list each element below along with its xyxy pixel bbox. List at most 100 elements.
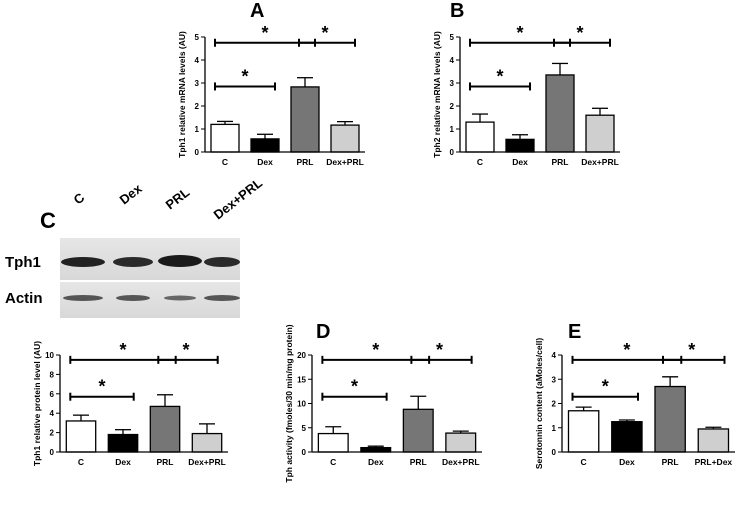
- panel-letter: B: [450, 0, 464, 22]
- x-tick-label: C: [330, 457, 336, 467]
- bar: [445, 432, 477, 453]
- y-axis-label: Tph2 relative mRNA levels (AU): [432, 31, 442, 158]
- blot-band: [113, 257, 153, 267]
- bar: [654, 385, 686, 453]
- lane-label: Dex: [117, 180, 146, 207]
- blot-band: [164, 295, 196, 301]
- significance-star: *: [576, 23, 583, 43]
- y-tick-label: 2: [50, 429, 55, 438]
- y-tick-label: 1: [450, 125, 455, 134]
- x-tick-label: Dex+PRL: [581, 157, 619, 167]
- y-tick-label: 4: [50, 409, 55, 418]
- y-axis-label: Tph1 relative mRNA levels (AU): [177, 31, 187, 158]
- y-tick-label: 10: [45, 351, 54, 360]
- blot-band: [158, 255, 202, 267]
- blot-band: [204, 295, 240, 301]
- significance-star: *: [98, 377, 105, 397]
- x-tick-label: PRL: [157, 457, 174, 467]
- significance-star: *: [351, 377, 358, 397]
- bar-chart: E Serotonnin content (aMoles/cell) 0 1 2 3 4 C D…: [534, 321, 735, 469]
- y-tick-label: 4: [552, 351, 557, 360]
- significance-star: *: [372, 340, 379, 360]
- y-tick-label: 5: [450, 33, 455, 42]
- bar: [465, 121, 495, 153]
- y-tick-label: 0: [195, 148, 200, 157]
- bar: [330, 124, 360, 153]
- bar: [567, 410, 600, 453]
- y-tick-label: 6: [50, 390, 55, 399]
- bar: [697, 428, 730, 453]
- bar: [402, 408, 434, 453]
- panel-letter: D: [316, 321, 330, 343]
- bar-chart: Tph1 relative protein level (AU) 0 2 4 6 8 10 C…: [32, 340, 228, 467]
- y-tick-label: 1: [195, 125, 200, 134]
- lane-label: PRL: [163, 185, 193, 213]
- row-label: Tph1: [5, 254, 41, 271]
- bar: [65, 420, 97, 453]
- x-tick-label: Dex: [368, 457, 384, 467]
- x-tick-label: C: [222, 157, 228, 167]
- bar: [210, 123, 240, 153]
- y-tick-label: 0: [450, 148, 455, 157]
- y-tick-label: 4: [450, 56, 455, 65]
- panel-letter: C: [40, 208, 56, 233]
- significance-star: *: [623, 340, 630, 360]
- y-tick-label: 3: [552, 375, 557, 384]
- x-tick-label: Dex: [619, 457, 635, 467]
- significance-star: *: [182, 340, 189, 360]
- x-tick-label: Dex: [115, 457, 131, 467]
- lane-label: Dex+PRL: [211, 175, 266, 222]
- bar-chart: B Tph2 relative mRNA levels (AU) 0 1 2 3 4 5 C De…: [432, 0, 620, 167]
- blot-band: [116, 295, 150, 301]
- y-tick-label: 5: [302, 424, 307, 433]
- x-tick-label: Dex: [257, 157, 273, 167]
- y-tick-label: 10: [297, 400, 306, 409]
- bar: [611, 421, 643, 453]
- x-tick-label: C: [477, 157, 483, 167]
- x-tick-label: C: [78, 457, 84, 467]
- bar-chart: D Tph activity (fmoles/30 min/mg protein)…: [284, 321, 482, 483]
- x-tick-label: PRL: [410, 457, 427, 467]
- significance-star: *: [321, 23, 328, 43]
- x-tick-label: Dex+PRL: [326, 157, 364, 167]
- bar: [317, 432, 349, 453]
- x-tick-label: Dex: [512, 157, 528, 167]
- bar: [545, 74, 575, 153]
- y-tick-label: 3: [195, 79, 200, 88]
- significance-star: *: [688, 340, 695, 360]
- y-tick-label: 2: [552, 400, 557, 409]
- bar-chart: A Tph1 relative mRNA levels (AU) 0 1 2 3 4 5 C De…: [177, 0, 365, 167]
- y-tick-label: 0: [552, 448, 557, 457]
- x-tick-label: PRL+Dex: [695, 457, 733, 467]
- y-tick-label: 0: [302, 448, 307, 457]
- significance-star: *: [241, 66, 248, 86]
- bar: [191, 432, 223, 453]
- x-tick-label: Dex+PRL: [442, 457, 480, 467]
- y-tick-label: 5: [195, 33, 200, 42]
- y-tick-label: 20: [297, 351, 306, 360]
- significance-star: *: [261, 23, 268, 43]
- blot-band: [204, 257, 240, 267]
- significance-star: *: [119, 340, 126, 360]
- y-tick-label: 4: [195, 56, 200, 65]
- significance-star: *: [602, 377, 609, 397]
- x-tick-label: PRL: [552, 157, 569, 167]
- y-tick-label: 8: [50, 370, 55, 379]
- bar: [149, 405, 181, 453]
- bar: [585, 114, 615, 153]
- y-tick-label: 0: [50, 448, 55, 457]
- row-label: Actin: [5, 290, 43, 307]
- y-axis-label: Serotonnin content (aMoles/cell): [534, 338, 544, 469]
- significance-star: *: [516, 23, 523, 43]
- lane-label: C: [71, 189, 88, 207]
- western-blot: C Tph1 Actin C Dex PRL Dex+PRL: [5, 175, 265, 318]
- blot-band: [63, 295, 103, 301]
- y-axis-label: Tph activity (fmoles/30 min/mg protein): [284, 324, 294, 482]
- x-tick-label: C: [581, 457, 587, 467]
- blot-band: [61, 257, 105, 267]
- panel-letter: A: [250, 0, 264, 22]
- y-tick-label: 2: [450, 102, 455, 111]
- bar: [290, 86, 320, 153]
